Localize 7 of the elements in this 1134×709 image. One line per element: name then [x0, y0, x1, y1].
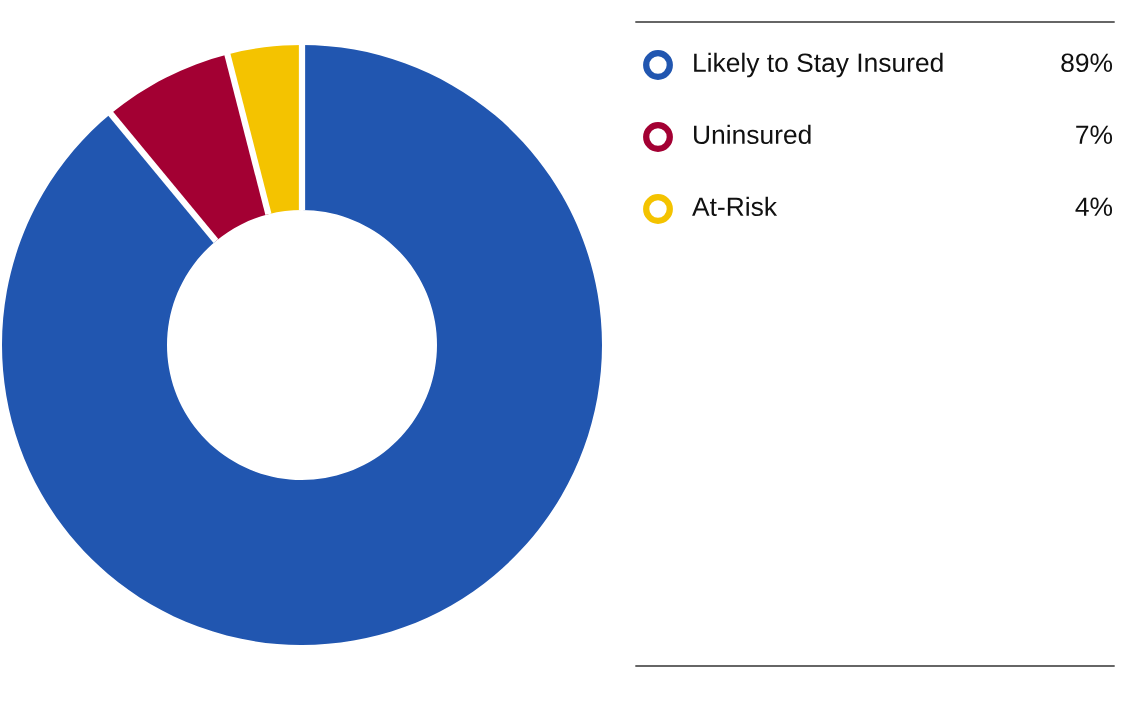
legend-label: Likely to Stay Insured: [694, 52, 943, 78]
legend-label: At-Risk: [692, 196, 778, 217]
data-label: 4%: [1075, 197, 1113, 216]
legend-label: Uninsured: [694, 124, 811, 145]
donut-slice: [2, 45, 602, 645]
data-label: 7%: [1076, 125, 1113, 144]
data-label: 89%: [1061, 53, 1113, 73]
